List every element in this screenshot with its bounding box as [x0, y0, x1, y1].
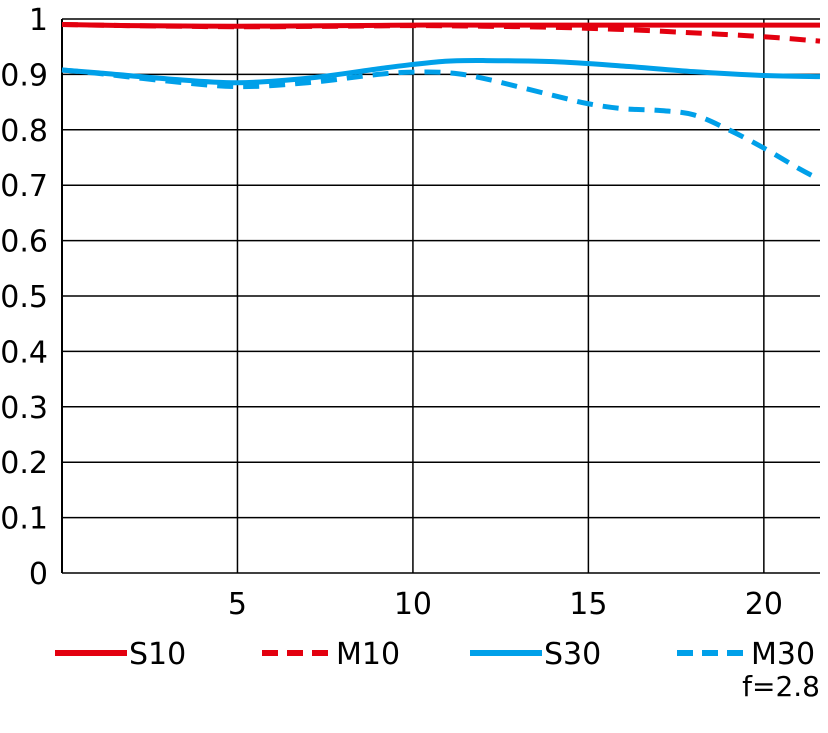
y-tick-label: 0.2 — [0, 446, 48, 481]
y-tick-label: 0.3 — [0, 391, 48, 426]
series-line-m30 — [61, 67, 822, 182]
x-tick-label: 10 — [394, 587, 432, 622]
y-tick-label: 0.9 — [0, 58, 48, 93]
legend: S10 M10 S30 M30 — [55, 637, 815, 672]
legend-label-s30: S30 — [544, 637, 601, 672]
series-layer — [61, 22, 822, 182]
aperture-annotation: f=2.8 — [742, 670, 820, 703]
grid-layer — [61, 18, 820, 574]
y-tick-label: 0.7 — [0, 169, 48, 204]
x-tick-label: 15 — [569, 587, 607, 622]
series-line-m10 — [61, 22, 821, 44]
y-tick-label: 0.4 — [0, 335, 48, 370]
y-tick-label: 0 — [29, 557, 48, 592]
x-tick-label: 5 — [228, 587, 247, 622]
axis-layer: 00.10.20.30.40.50.60.70.80.915 10 15 20 — [0, 3, 783, 622]
y-tick-label: 0.5 — [0, 280, 48, 315]
legend-label-m30: M30 — [751, 637, 815, 672]
y-tick-label: 0.6 — [0, 225, 48, 260]
legend-label-m10: M10 — [336, 637, 400, 672]
y-tick-label: 1 — [29, 3, 48, 38]
x-tick-label: 20 — [745, 587, 783, 622]
y-tick-label: 0.8 — [0, 114, 48, 149]
y-tick-label: 0.1 — [0, 502, 48, 537]
series-line-s10 — [61, 22, 820, 29]
legend-label-s10: S10 — [129, 637, 186, 672]
